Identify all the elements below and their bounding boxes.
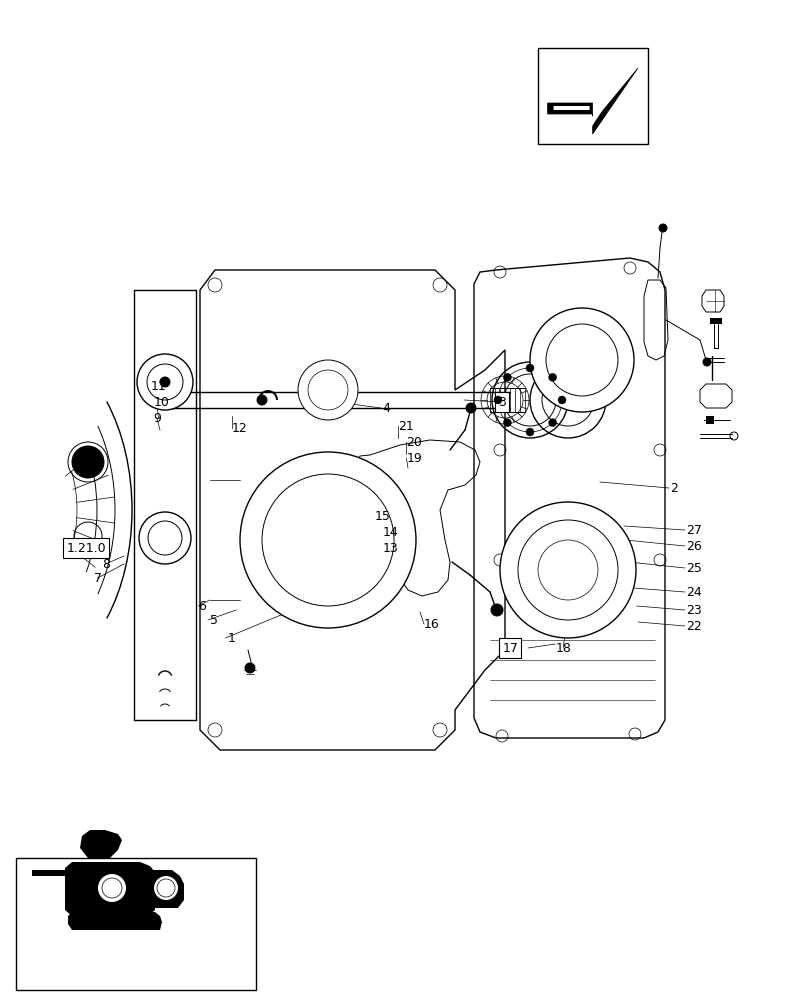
Text: 26: 26 (686, 540, 702, 552)
Text: 1: 1 (228, 632, 236, 645)
Circle shape (549, 419, 557, 427)
Polygon shape (80, 830, 122, 858)
Circle shape (139, 512, 191, 564)
Polygon shape (68, 912, 162, 930)
Circle shape (491, 604, 503, 616)
Circle shape (137, 354, 193, 410)
Text: 16: 16 (424, 617, 440, 631)
Circle shape (160, 377, 170, 387)
Bar (16, 858, 256, 990)
Bar (538, 48, 648, 144)
Text: 27: 27 (686, 524, 702, 536)
Circle shape (500, 502, 636, 638)
Text: 2: 2 (670, 482, 678, 494)
Text: 14: 14 (382, 526, 398, 538)
Text: 17: 17 (502, 642, 518, 654)
Text: 3: 3 (498, 395, 506, 408)
Polygon shape (32, 870, 75, 876)
Text: 5: 5 (210, 613, 218, 626)
Circle shape (659, 224, 667, 232)
Text: 19: 19 (406, 452, 422, 464)
Circle shape (530, 308, 634, 412)
Text: 23: 23 (686, 603, 702, 616)
Circle shape (503, 419, 511, 427)
Circle shape (526, 364, 534, 372)
Text: 7: 7 (94, 572, 102, 584)
Text: 11: 11 (150, 379, 166, 392)
Text: 22: 22 (686, 619, 702, 633)
Text: 18: 18 (555, 642, 571, 654)
Circle shape (466, 403, 476, 413)
Circle shape (558, 396, 566, 404)
Text: 6: 6 (198, 599, 206, 612)
Text: 15: 15 (374, 510, 390, 522)
Circle shape (154, 876, 178, 900)
Text: 13: 13 (382, 542, 398, 554)
Text: 9: 9 (154, 412, 162, 424)
Circle shape (98, 874, 126, 902)
Circle shape (503, 373, 511, 381)
Circle shape (240, 452, 416, 628)
Circle shape (72, 446, 104, 478)
Text: 21: 21 (398, 420, 414, 432)
Text: 1.21.0: 1.21.0 (66, 542, 106, 554)
Circle shape (703, 358, 711, 366)
Circle shape (298, 360, 358, 420)
Circle shape (549, 373, 557, 381)
Circle shape (257, 395, 267, 405)
Text: 10: 10 (154, 395, 170, 408)
Text: 8: 8 (102, 558, 110, 570)
Circle shape (494, 396, 502, 404)
Polygon shape (554, 70, 628, 130)
Text: 12: 12 (232, 422, 248, 434)
Polygon shape (148, 870, 184, 908)
Circle shape (245, 663, 255, 673)
Polygon shape (65, 862, 155, 916)
Text: 20: 20 (406, 436, 422, 448)
Circle shape (526, 428, 534, 436)
Polygon shape (547, 68, 638, 134)
Bar (706, 416, 714, 424)
Text: 25: 25 (686, 562, 702, 574)
Bar (710, 318, 722, 324)
Text: 24: 24 (686, 585, 702, 598)
Text: 4: 4 (382, 401, 390, 414)
